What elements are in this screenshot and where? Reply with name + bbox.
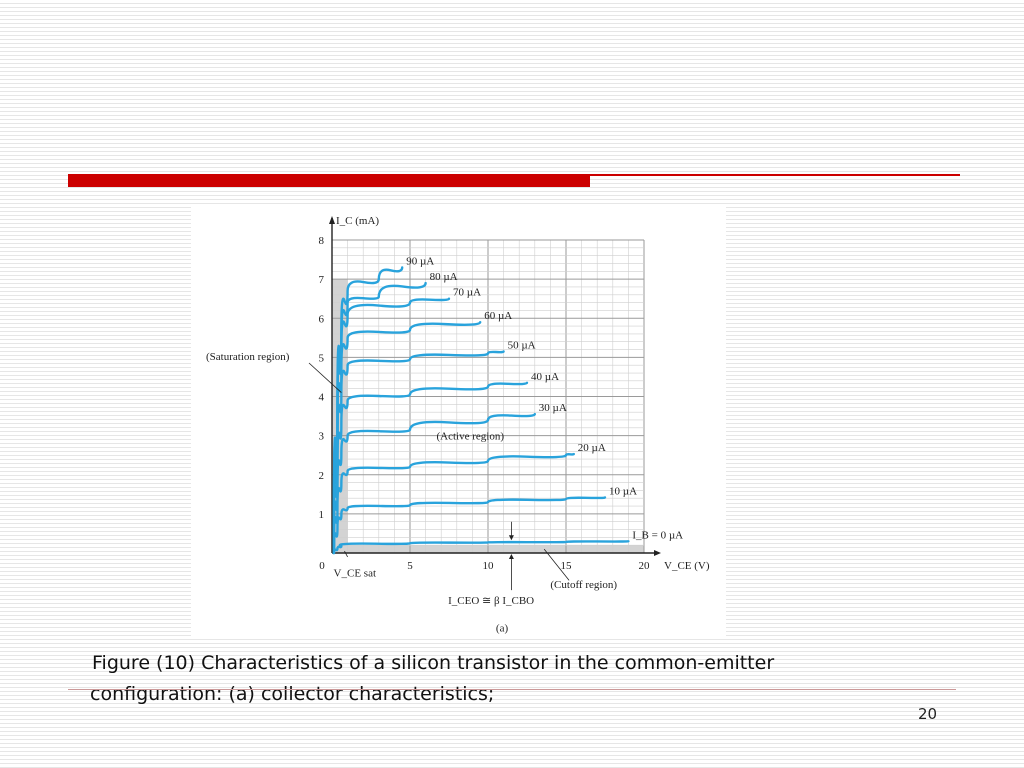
- series-label: I_B = 0 µA: [632, 529, 683, 541]
- active-region-label: (Active region): [437, 431, 505, 443]
- cutoff-pointer: [543, 548, 570, 581]
- page-number: 20: [918, 705, 938, 723]
- series-label: 30 µA: [539, 402, 567, 414]
- series-label: 40 µA: [531, 371, 559, 383]
- x-tick-label: 0: [319, 560, 325, 572]
- y-tick-label: 2: [319, 470, 325, 482]
- y-tick-label: 3: [319, 431, 325, 443]
- y-tick-label: 7: [319, 274, 325, 286]
- series-label: 90 µA: [406, 255, 434, 267]
- figure-caption: Figure (10) Characteristics of a silicon…: [90, 648, 950, 710]
- y-tick-label: 5: [319, 352, 325, 364]
- caption-divider: [68, 689, 956, 690]
- x-tick-label: 20: [639, 560, 651, 572]
- iceo-arrowhead-top: [508, 535, 514, 541]
- vce-sat-pointer: [344, 550, 348, 558]
- caption-line-1: Figure (10) Characteristics of a silicon…: [92, 652, 775, 674]
- series-label: 20 µA: [578, 442, 606, 454]
- vce-sat-label: V_CE sat: [334, 567, 376, 579]
- saturation-region-label: (Saturation region): [206, 351, 290, 363]
- series-label: 50 µA: [508, 340, 536, 352]
- series-line: [332, 266, 404, 555]
- title-accent-bar: [68, 174, 590, 187]
- y-tick-label: 6: [319, 313, 325, 325]
- series-line: [332, 540, 630, 555]
- subfigure-label: (a): [496, 622, 509, 634]
- y-axis-arrow: [329, 216, 335, 224]
- x-axis-arrow: [654, 550, 661, 556]
- series-label: 10 µA: [609, 485, 637, 497]
- series-line: [332, 350, 505, 555]
- iceo-label: I_CEO ≅ β I_CBO: [448, 595, 534, 607]
- series-label: 60 µA: [484, 310, 512, 322]
- y-tick-label: 8: [319, 235, 325, 247]
- y-axis-label: I_C (mA): [336, 215, 379, 227]
- collector-characteristics-chart: 1 2 3 4 5 6 7 8 0 5 10 15 20 I_C (mA) V_CE (V) I_B = 0…: [206, 215, 710, 634]
- series-line: [332, 297, 451, 555]
- figure-panel: 1 2 3 4 5 6 7 8 0 5 10 15 20 I_C (mA) V_CE (V) I_B = 0…: [191, 207, 726, 639]
- series-line: [332, 412, 536, 555]
- iceo-arrowhead-bottom: [508, 553, 514, 559]
- series-label: 70 µA: [453, 287, 481, 299]
- caption-line-2: configuration: (a) collector characteris…: [90, 683, 495, 705]
- x-tick-label: 5: [407, 560, 413, 572]
- series-line: [332, 320, 482, 555]
- x-tick-label: 10: [483, 560, 495, 572]
- y-tick-label: 1: [319, 509, 325, 521]
- x-tick-label: 15: [561, 560, 573, 572]
- y-tick-label: 4: [319, 392, 325, 404]
- series-label: 80 µA: [430, 271, 458, 283]
- title-accent-line: [590, 174, 960, 176]
- cutoff-region-label: (Cutoff region): [550, 579, 617, 591]
- saturation-pointer: [308, 362, 342, 393]
- x-axis-label: V_CE (V): [664, 560, 710, 572]
